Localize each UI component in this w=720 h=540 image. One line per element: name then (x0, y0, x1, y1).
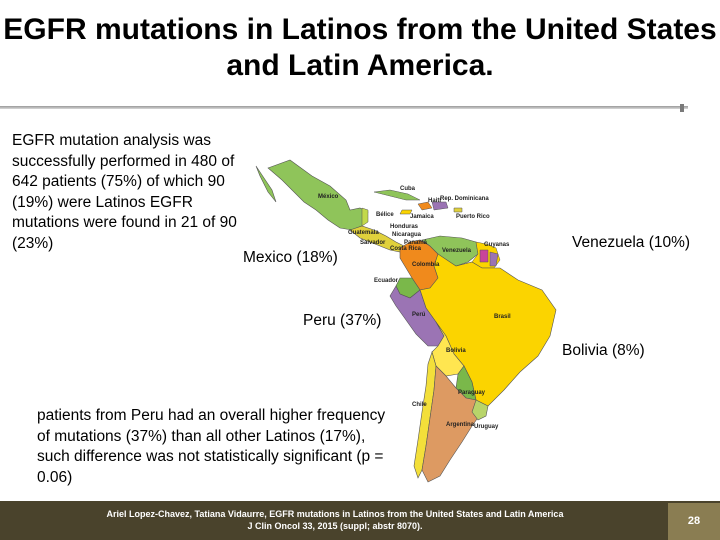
slide-number: 28 (668, 503, 720, 540)
map-country-argentina (421, 365, 483, 483)
map-label-jamaica: Jamaica (410, 214, 434, 220)
map-label-cuba: Cuba (400, 186, 416, 192)
map-label-brasil: Brasil (494, 314, 511, 320)
map-label-belice: Bélice (376, 212, 394, 218)
map-label-venezuela: Venezuela (442, 248, 472, 254)
map-label-bolivia: Bolivia (446, 348, 466, 354)
map-label-chile: Chile (412, 402, 427, 408)
peru-note: patients from Peru had an overall higher… (37, 407, 386, 486)
label-venezuela: Venezuela (10%) (572, 234, 691, 251)
footer-bar (0, 501, 720, 540)
map-label-puerto-rico: Puerto Rico (456, 214, 490, 220)
map-label-guyanas: Guyanas (484, 242, 510, 248)
map-label-dominicana: Rep. Dominicana (440, 196, 489, 202)
map-label-nicaragua: Nicaragua (392, 232, 422, 238)
map-label-haiti: Haití (428, 198, 441, 204)
map-label-panama: Panamá (404, 240, 428, 246)
slide-title: EGFR mutations in Latinos from the Unite… (3, 13, 717, 82)
title-divider (0, 106, 688, 109)
map-label-salvador: Salvador (360, 240, 386, 246)
map-country-cuba (373, 189, 421, 201)
title-divider-cap (680, 104, 684, 112)
map-country-uruguay (471, 399, 489, 421)
map-label-guatemala: Guatemala (348, 230, 379, 236)
map-label-paraguay: Paraguay (458, 390, 486, 396)
map-label-argentina: Argentina (446, 422, 475, 428)
latin-america-map: México Cuba Haití Rep. Dominicana Jamaic… (255, 159, 557, 483)
map-label-ecuador: Ecuador (374, 278, 399, 284)
map-label-honduras: Honduras (390, 224, 419, 230)
map-country-venezuela (421, 235, 479, 267)
footer-citation: Ariel Lopez-Chavez, Tatiana Vidaurre, EG… (40, 508, 630, 532)
label-bolivia: Bolivia (8%) (562, 342, 645, 359)
map-label-costa-rica: Costa Rica (390, 246, 422, 252)
map-label-peru: Perú (412, 312, 426, 318)
label-peru: Peru (37%) (303, 312, 382, 329)
map-label-uruguay: Uruguay (474, 424, 499, 430)
footer-citation-line2: J Clin Oncol 33, 2015 (suppl; abstr 8070… (247, 521, 423, 531)
intro-text: EGFR mutation analysis was successfully … (12, 132, 237, 252)
map-label-mexico: México (318, 194, 339, 200)
label-mexico: Mexico (18%) (243, 249, 338, 266)
footer-citation-line1: Ariel Lopez-Chavez, Tatiana Vidaurre, EG… (106, 509, 564, 519)
map-label-colombia: Colombia (412, 262, 440, 268)
